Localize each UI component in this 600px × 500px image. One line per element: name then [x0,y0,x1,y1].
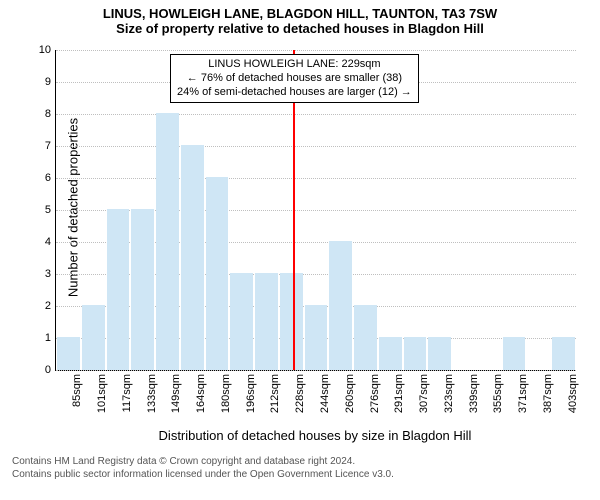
y-tick-label: 1 [0,332,51,344]
bar [329,241,352,370]
y-tick-label: 2 [0,300,51,312]
bar [107,209,130,370]
bar [305,305,328,370]
x-tick-label: 323sqm [443,374,455,413]
x-tick-label: 403sqm [567,374,579,413]
bar [354,305,377,370]
annotation-line: ← 76% of detached houses are smaller (38… [177,72,412,86]
gridline [56,146,576,147]
y-tick-label: 10 [0,44,51,56]
x-tick-container: 85sqm 101sqm 117sqm 133sqm 149sqm 164sqm 180sq… [55,370,575,430]
y-tick-label: 3 [0,268,51,280]
bar [156,113,179,370]
annotation-line: LINUS HOWLEIGH LANE: 229sqm [177,58,412,72]
bar [230,273,253,370]
x-tick-label: 276sqm [369,374,381,413]
x-tick-label: 101sqm [96,374,108,413]
bar [280,273,303,370]
x-tick-label: 180sqm [220,374,232,413]
x-tick-label: 117sqm [121,374,133,412]
x-tick-label: 371sqm [517,374,529,413]
annotation-line: 24% of semi-detached houses are larger (… [177,86,412,100]
bar [131,209,154,370]
chart-title-2: Size of property relative to detached ho… [0,21,600,36]
x-tick-label: 228sqm [294,374,306,413]
y-tick-label: 4 [0,236,51,248]
footer-line-2: Contains public sector information licen… [12,468,588,481]
y-tick-label: 7 [0,140,51,152]
gridline [56,50,576,51]
gridline [56,178,576,179]
x-tick-label: 244sqm [319,374,331,413]
y-tick-label: 8 [0,108,51,120]
x-tick-label: 149sqm [170,374,182,413]
chart-title-1: LINUS, HOWLEIGH LANE, BLAGDON HILL, TAUN… [0,0,600,21]
y-tick-label: 5 [0,204,51,216]
bar [82,305,105,370]
x-tick-label: 355sqm [492,374,504,413]
footer-line-1: Contains HM Land Registry data © Crown c… [12,455,588,468]
bar [379,337,402,370]
x-tick-label: 307sqm [418,374,430,413]
x-tick-label: 133sqm [146,374,158,413]
property-size-chart: LINUS, HOWLEIGH LANE, BLAGDON HILL, TAUN… [0,0,600,500]
y-tick-label: 9 [0,76,51,88]
chart-footer: Contains HM Land Registry data © Crown c… [12,455,588,481]
y-tick-label: 6 [0,172,51,184]
bar [404,337,427,370]
bar [181,145,204,370]
bar [255,273,278,370]
x-tick-label: 339sqm [468,374,480,413]
annotation-box: LINUS HOWLEIGH LANE: 229sqm← 76% of deta… [170,54,419,103]
x-tick-label: 387sqm [542,374,554,413]
bar [57,337,80,370]
x-tick-label: 164sqm [195,374,207,413]
bar [503,337,526,370]
bar [428,337,451,370]
gridline [56,114,576,115]
x-tick-label: 212sqm [269,374,281,413]
x-axis-label: Distribution of detached houses by size … [55,428,575,443]
x-tick-label: 260sqm [344,374,356,413]
y-tick-label: 0 [0,364,51,376]
bar [206,177,229,370]
x-tick-label: 291sqm [393,374,405,413]
x-tick-label: 196sqm [245,374,257,413]
bar [552,337,575,370]
y-tick-container: 012345678910 [0,50,55,370]
x-tick-label: 85sqm [71,374,83,407]
